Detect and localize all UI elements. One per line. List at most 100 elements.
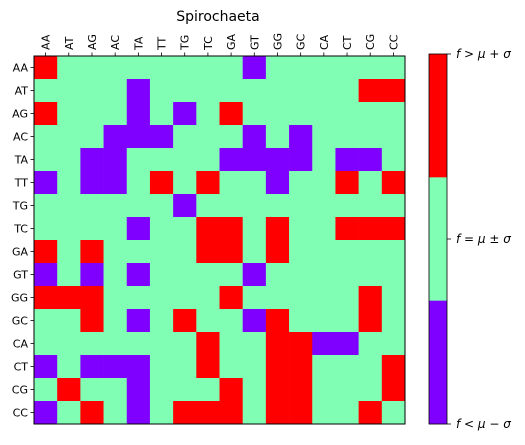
heatmap-cell-AT-TG — [173, 79, 197, 103]
colorbar-segment — [429, 54, 447, 178]
heatmap-cell-GA-AT — [57, 240, 81, 264]
heatmap-cell-CC-GT — [242, 401, 267, 425]
heatmap-cell-AC-AC — [103, 125, 128, 149]
x-tick-label: AC — [109, 35, 122, 50]
heatmap-cell-TC-AT — [57, 217, 81, 241]
heatmap-cell-GT-GA — [219, 263, 243, 287]
heatmap-cell-AA-TC — [196, 56, 220, 80]
heatmap-cell-TA-AT — [57, 148, 81, 172]
heatmap-cell-CT-CC — [381, 355, 406, 379]
x-tick-label: AT — [63, 36, 76, 50]
x-tick-label: CC — [387, 34, 400, 50]
heatmap-cell-GG-CC — [381, 286, 406, 310]
heatmap-cell-TT-AC — [103, 171, 128, 195]
x-axis-ticks: AA AT AG AC TA TT TG TC GA GT GG GC CA CT CG CC — [40, 33, 400, 56]
y-tick-label: GG — [11, 292, 28, 305]
heatmap-cell-GG-AA — [34, 286, 58, 310]
heatmap-cell-GC-CC — [381, 309, 406, 333]
colorbar-label: f > μ + σ — [456, 47, 511, 61]
x-tick-label: CA — [318, 34, 331, 50]
heatmap-cell-TG-GC — [289, 194, 313, 218]
heatmap-cell-AG-GT — [242, 102, 267, 126]
y-tick-label: CC — [13, 407, 29, 420]
y-tick-label: TA — [14, 154, 29, 167]
heatmap-cell-TG-TG — [173, 194, 197, 218]
heatmap-cell-TA-GA — [219, 148, 243, 172]
y-axis-ticks: AA AT AG AC TA TT TG TC GA GT GG GC CA CT CG CC — [11, 62, 34, 420]
heatmap-cell-CC-TC — [196, 401, 220, 425]
heatmap-cell-GG-GG — [265, 286, 290, 310]
heatmap-cell-AA-CG — [358, 56, 383, 80]
heatmap-cell-TC-CA — [312, 217, 336, 241]
x-tick-label: GG — [271, 33, 284, 50]
x-tick-label: TC — [202, 36, 215, 51]
heatmap-cell-CC-TA — [126, 401, 151, 425]
heatmap-cell-TT-TG — [173, 171, 197, 195]
heatmap-cell-CT-GC — [289, 355, 313, 379]
heatmap-cell-AG-CT — [335, 102, 359, 126]
heatmap-cell-AC-CG — [358, 125, 383, 149]
heatmap-cell-AC-TT — [149, 125, 174, 149]
heatmap-cell-GG-GA — [219, 286, 243, 310]
heatmap-cell-CC-GA — [219, 401, 243, 425]
x-tick-label: CT — [341, 35, 354, 50]
y-tick-label: AC — [13, 131, 28, 144]
heatmap-cell-GA-AA — [34, 240, 58, 264]
heatmap-cell-TG-AC — [103, 194, 128, 218]
heatmap-cell-GC-CT — [335, 309, 359, 333]
heatmap-cell-GG-TG — [173, 286, 197, 310]
heatmap-cell-GG-GT — [242, 286, 267, 310]
heatmap-cell-GA-TC — [196, 240, 220, 264]
heatmap-cell-TA-AC — [103, 148, 128, 172]
heatmap-cell-CA-AC — [103, 332, 128, 356]
heatmap-cell-TT-GC — [289, 171, 313, 195]
y-tick-label: GC — [12, 315, 29, 328]
heatmap-cell-CT-CT — [335, 355, 359, 379]
heatmap-cell-TT-TC — [196, 171, 220, 195]
heatmap-cell-CA-CA — [312, 332, 336, 356]
heatmap-cell-CG-AC — [103, 378, 128, 402]
heatmap-cell-AC-GG — [265, 125, 290, 149]
heatmap-cell-TC-TG — [173, 217, 197, 241]
heatmap-cell-GC-TG — [173, 309, 197, 333]
x-tick-label: AA — [40, 34, 53, 50]
heatmap-cell-TC-CT — [335, 217, 359, 241]
heatmap-cell-AT-CC — [381, 79, 406, 103]
heatmap-cell-GC-AC — [103, 309, 128, 333]
heatmap-cell-CC-CG — [358, 401, 383, 425]
heatmap-cell-TA-GC — [289, 148, 313, 172]
heatmap-cell-TC-GC — [289, 217, 313, 241]
heatmap-cell-GT-CT — [335, 263, 359, 287]
heatmap-cell-AT-AG — [80, 79, 104, 103]
heatmap-cell-AC-GT — [242, 125, 267, 149]
heatmap-cell-GC-GG — [265, 309, 290, 333]
heatmap-cell-CT-CA — [312, 355, 336, 379]
heatmap-cell-AA-TG — [173, 56, 197, 80]
heatmap-cell-GT-GG — [265, 263, 290, 287]
heatmap-cell-CG-CG — [358, 378, 383, 402]
heatmap-cell-AG-AA — [34, 102, 58, 126]
heatmap-cell-AG-AC — [103, 102, 128, 126]
heatmap-cell-GA-TG — [173, 240, 197, 264]
heatmap-cell-CG-TG — [173, 378, 197, 402]
x-tick-label: GC — [295, 33, 308, 50]
y-tick-label: AT — [15, 85, 29, 98]
heatmap-cell-TG-AT — [57, 194, 81, 218]
heatmap-cell-AA-GT — [242, 56, 267, 80]
heatmap-cell-CG-TA — [126, 378, 151, 402]
heatmap-cell-GC-CG — [358, 309, 383, 333]
colorbar-segment — [429, 177, 447, 301]
heatmap-cell-TC-TT — [149, 217, 174, 241]
heatmap-cell-GT-AT — [57, 263, 81, 287]
heatmap-cell-AC-GA — [219, 125, 243, 149]
heatmap-cell-TG-CT — [335, 194, 359, 218]
heatmap-cell-GT-TC — [196, 263, 220, 287]
heatmap-cell-GG-TT — [149, 286, 174, 310]
heatmap-cell-TC-GG — [265, 217, 290, 241]
heatmap-cell-AA-GC — [289, 56, 313, 80]
heatmap-cell-CA-TT — [149, 332, 174, 356]
heatmap-cell-CC-AG — [80, 401, 104, 425]
heatmap-cell-GA-AG — [80, 240, 104, 264]
heatmap-cell-CC-GG — [265, 401, 290, 425]
